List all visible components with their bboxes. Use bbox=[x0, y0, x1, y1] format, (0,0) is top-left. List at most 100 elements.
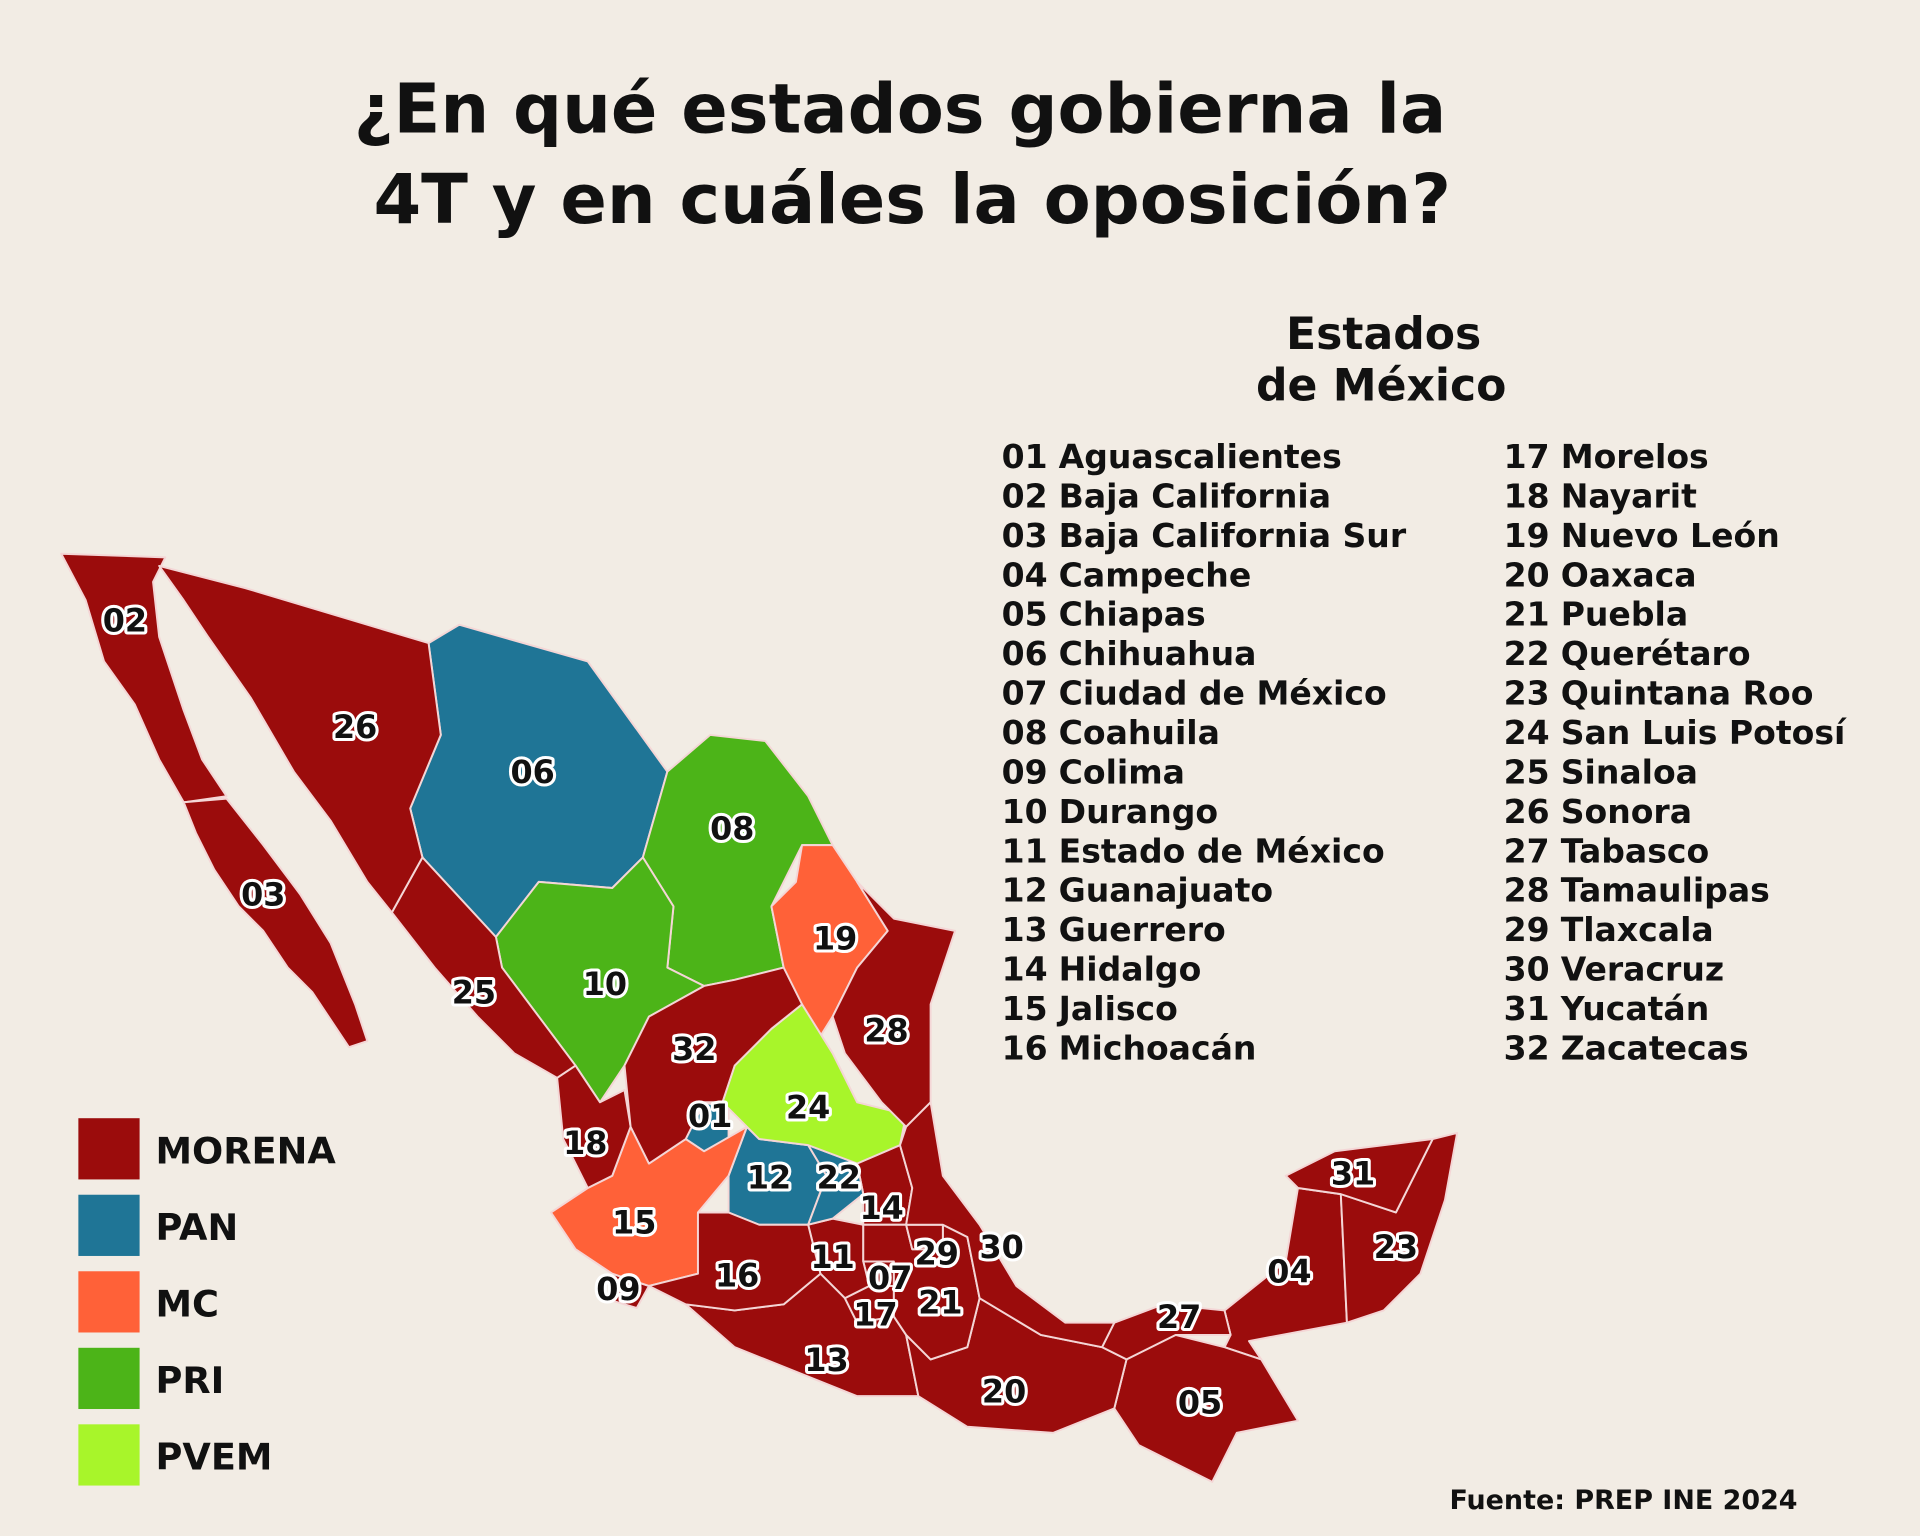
state-code-label: 26 bbox=[333, 708, 377, 746]
state-code-label: 18 bbox=[563, 1124, 607, 1162]
state-code: 32 bbox=[1504, 1028, 1550, 1067]
state-code: 09 bbox=[1002, 752, 1048, 791]
state-shape bbox=[1284, 1138, 1434, 1214]
state-code: 14 bbox=[1002, 950, 1048, 989]
state-name: Aguascalientes bbox=[1059, 437, 1342, 476]
state-list-item: 17 Morelos bbox=[1504, 437, 1709, 476]
state-list-item: 21 Puebla bbox=[1504, 595, 1688, 634]
state-list-item: 23 Quintana Roo bbox=[1504, 674, 1814, 713]
legend-swatch bbox=[78, 1271, 140, 1333]
state-code: 23 bbox=[1504, 674, 1550, 713]
state-list-item: 19 Nuevo León bbox=[1504, 516, 1780, 555]
state-name: Jalisco bbox=[1057, 989, 1178, 1028]
state-code-label: 02 bbox=[103, 601, 147, 639]
state-name: Guerrero bbox=[1059, 910, 1226, 949]
state-list-item: 02 Baja California bbox=[1002, 476, 1331, 515]
map bbox=[60, 552, 1459, 1483]
state-list-item: 24 San Luis Potosí bbox=[1504, 713, 1847, 752]
state-code-label: 25 bbox=[452, 974, 496, 1012]
legend: MORENA PAN MC PRI PVEM bbox=[78, 1118, 336, 1486]
state-list-item: 26 Sonora bbox=[1504, 792, 1692, 831]
state-code: 17 bbox=[1504, 437, 1550, 476]
map-labels: 0102030405060708091011121314151617181920… bbox=[100, 598, 1421, 1425]
source: Fuente: PREP INE 2024 bbox=[1449, 1485, 1797, 1516]
legend-swatch bbox=[78, 1118, 140, 1180]
state-code: 27 bbox=[1504, 831, 1550, 870]
state-code-label: 30 bbox=[979, 1228, 1023, 1266]
state-code-label: 15 bbox=[612, 1204, 656, 1242]
state-list-item: 27 Tabasco bbox=[1504, 831, 1710, 870]
state-name: Tamaulipas bbox=[1561, 871, 1770, 910]
state-name: Tlaxcala bbox=[1561, 910, 1714, 949]
state-shape bbox=[390, 856, 577, 1079]
state-list-item: 22 Querétaro bbox=[1504, 634, 1751, 673]
state-code-label: 12 bbox=[747, 1158, 791, 1196]
state-code-label: 32 bbox=[672, 1030, 716, 1068]
state-code: 31 bbox=[1504, 989, 1550, 1028]
state-list-item: 06 Chihuahua bbox=[1002, 634, 1257, 673]
state-code-label: 31 bbox=[1331, 1155, 1375, 1193]
state-name: Michoacán bbox=[1059, 1028, 1257, 1067]
state-list-item: 08 Coahuila bbox=[1002, 713, 1220, 752]
state-code-label: 03 bbox=[241, 876, 285, 914]
state-code: 28 bbox=[1504, 871, 1550, 910]
state-list-item: 14 Hidalgo bbox=[1002, 950, 1202, 989]
state-list: 01 Aguascalientes 02 Baja California 03 Baja … bbox=[1002, 437, 1847, 1067]
state-shape bbox=[182, 797, 369, 1049]
state-code: 12 bbox=[1002, 871, 1048, 910]
state-name: Baja California Sur bbox=[1059, 516, 1407, 555]
state-code: 02 bbox=[1002, 476, 1048, 515]
state-shape bbox=[60, 552, 228, 804]
state-list-item: 09 Colima bbox=[1002, 752, 1185, 791]
state-code: 21 bbox=[1504, 595, 1550, 634]
state-name: Ciudad de México bbox=[1059, 674, 1387, 713]
state-name: Tabasco bbox=[1561, 831, 1710, 870]
state-shape bbox=[1113, 1333, 1299, 1483]
state-name: San Luis Potosí bbox=[1561, 713, 1847, 752]
state-code: 26 bbox=[1504, 792, 1550, 831]
state-shape bbox=[1223, 1187, 1348, 1361]
state-code-label: 24 bbox=[786, 1089, 830, 1127]
state-name: Sinaloa bbox=[1561, 752, 1698, 791]
list-heading: de México bbox=[1256, 361, 1507, 412]
state-name: Guanajuato bbox=[1059, 871, 1273, 910]
state-name: Veracruz bbox=[1561, 950, 1724, 989]
legend-label: PRI bbox=[156, 1359, 225, 1402]
state-code-label: 06 bbox=[511, 753, 555, 791]
state-code: 18 bbox=[1504, 476, 1550, 515]
state-code: 10 bbox=[1002, 792, 1048, 831]
state-list-item: 05 Chiapas bbox=[1002, 595, 1206, 634]
state-code-label: 28 bbox=[864, 1011, 908, 1049]
state-list-item: 12 Guanajuato bbox=[1002, 871, 1273, 910]
state-list-item: 13 Guerrero bbox=[1002, 910, 1226, 949]
state-name: Chihuahua bbox=[1059, 634, 1257, 673]
state-code: 29 bbox=[1504, 910, 1550, 949]
state-code: 04 bbox=[1002, 555, 1048, 594]
state-name: Hidalgo bbox=[1059, 950, 1202, 989]
state-name: Coahuila bbox=[1059, 713, 1220, 752]
state-name: Baja California bbox=[1059, 476, 1331, 515]
state-code-label: 11 bbox=[811, 1238, 855, 1276]
state-list-item: 11 Estado de México bbox=[1002, 831, 1385, 870]
state-name: Querétaro bbox=[1561, 634, 1751, 673]
state-code: 16 bbox=[1002, 1028, 1048, 1067]
state-list-item: 10 Durango bbox=[1002, 792, 1218, 831]
state-code-label: 19 bbox=[813, 920, 857, 958]
state-code: 30 bbox=[1504, 950, 1550, 989]
state-code: 05 bbox=[1002, 595, 1048, 634]
state-shape bbox=[158, 564, 442, 914]
state-name: Quintana Roo bbox=[1561, 674, 1814, 713]
state-code: 24 bbox=[1504, 713, 1550, 752]
state-code: 19 bbox=[1504, 516, 1550, 555]
legend-swatch bbox=[78, 1347, 140, 1410]
state-name: Durango bbox=[1059, 792, 1218, 831]
title-line: ¿En qué estados gobierna la bbox=[354, 69, 1447, 149]
state-name: Puebla bbox=[1561, 595, 1688, 634]
state-code-label: 22 bbox=[817, 1158, 861, 1196]
state-code-label: 23 bbox=[1374, 1228, 1418, 1266]
state-name: Estado de México bbox=[1059, 831, 1385, 870]
state-code-label: 20 bbox=[982, 1373, 1026, 1411]
state-list-item: 32 Zacatecas bbox=[1504, 1028, 1749, 1067]
state-list-item: 03 Baja California Sur bbox=[1002, 516, 1407, 555]
